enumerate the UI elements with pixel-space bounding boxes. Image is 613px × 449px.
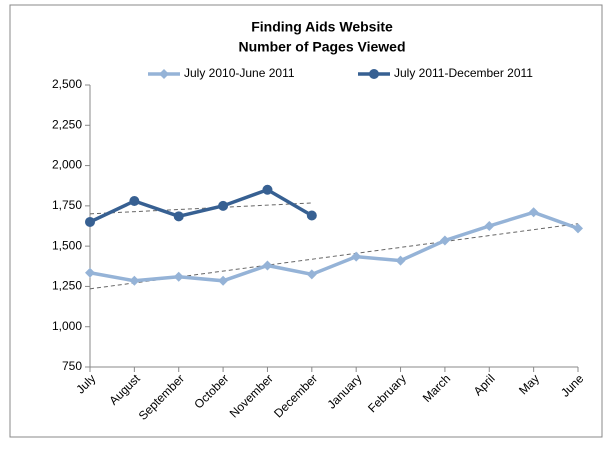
y-tick-label: 1,250	[52, 279, 82, 293]
point	[173, 211, 184, 222]
point	[218, 275, 229, 286]
point	[173, 271, 184, 282]
point	[129, 275, 140, 286]
series-line	[89, 210, 579, 283]
legend-label: July 2010-June 2011	[184, 66, 295, 80]
y-tick-label: 2,250	[52, 117, 82, 131]
point	[306, 210, 317, 221]
chart-subtitle: Number of Pages Viewed	[238, 39, 405, 55]
y-tick-label: 2,000	[52, 158, 82, 172]
legend-label: July 2011-December 2011	[394, 66, 533, 80]
legend-marker	[159, 69, 169, 79]
point	[439, 235, 450, 246]
point	[129, 196, 140, 207]
y-tick-label: 2,500	[52, 77, 82, 91]
series-line	[89, 187, 313, 224]
point	[262, 260, 273, 271]
point	[484, 221, 495, 231]
y-tick-label: 1,500	[52, 238, 82, 252]
point	[395, 255, 406, 266]
chart-title: Finding Aids Website	[251, 19, 393, 35]
point	[528, 207, 539, 218]
point	[85, 267, 95, 278]
point	[218, 200, 229, 211]
y-tick-label: 1,000	[52, 319, 82, 333]
point	[85, 216, 95, 227]
point	[262, 184, 273, 195]
trend-line	[89, 202, 312, 215]
trend-line	[89, 223, 579, 290]
point	[573, 223, 583, 234]
point	[306, 269, 317, 280]
y-tick-label: 750	[62, 359, 82, 373]
y-tick-label: 1,750	[52, 198, 82, 212]
legend-marker	[369, 69, 379, 79]
point	[351, 251, 362, 262]
